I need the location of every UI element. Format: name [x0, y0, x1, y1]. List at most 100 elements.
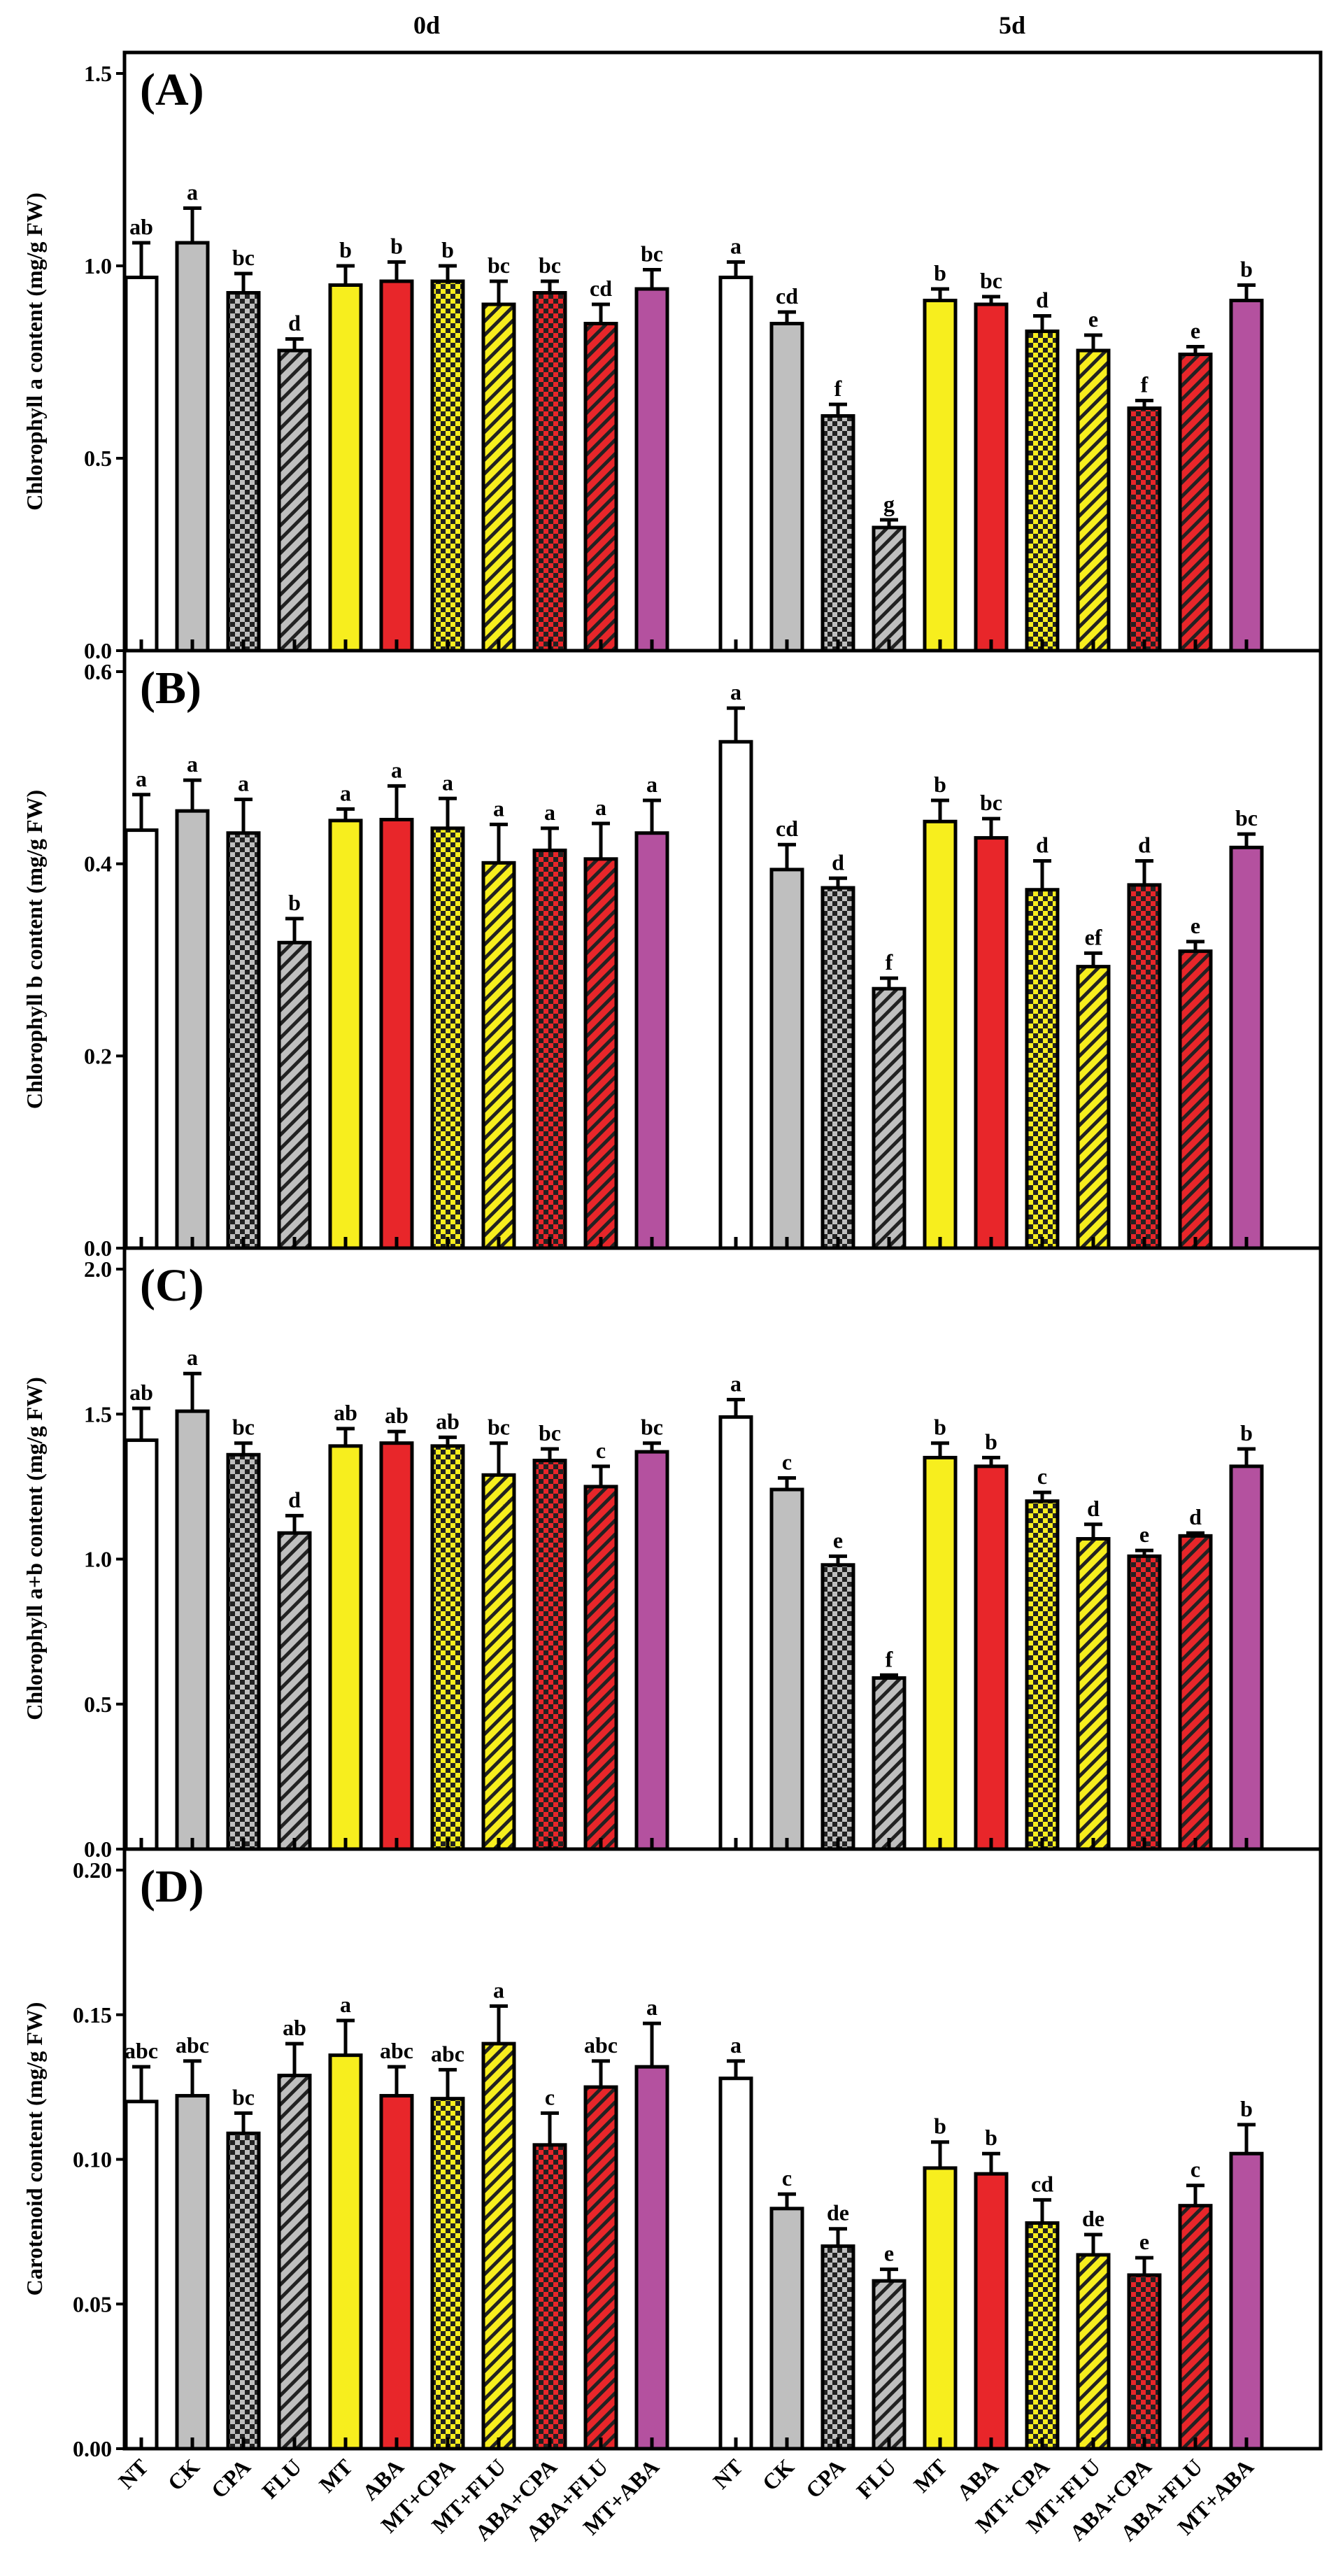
significance-letter: g	[883, 491, 895, 516]
significance-letter: c	[545, 2084, 555, 2109]
bar-FLU-5d	[872, 2279, 907, 2451]
significance-letter: b	[934, 772, 946, 797]
bar-ABA-0d	[379, 279, 414, 653]
bar-MT-0d	[328, 1444, 363, 1851]
bar-ABA-0d	[379, 1441, 414, 1851]
chart-panel-2: 0.0 0.2 0.4 0.6 Chlorophyll b content (mg/g …	[22, 649, 1323, 1261]
bar-ABA+CPA-0d	[532, 848, 567, 1250]
bar-MT+ABA-0d	[634, 2065, 669, 2451]
y-tick-label: 0.0	[84, 638, 112, 663]
panel-letter: (B)	[140, 663, 201, 714]
significance-letter: f	[886, 949, 893, 975]
bar-CPA-5d	[820, 414, 855, 653]
significance-letter: a	[136, 766, 147, 791]
bar-ABA+FLU-0d	[583, 2085, 618, 2451]
significance-letter: a	[340, 780, 351, 805]
bar-NT-5d	[718, 1415, 753, 1851]
significance-letter: a	[238, 771, 249, 796]
significance-letter: c	[1191, 2157, 1200, 2182]
bar-CK-0d	[175, 809, 210, 1250]
bar-CK-5d	[769, 1487, 804, 1851]
bar-MT+CPA-0d	[430, 2097, 465, 2451]
bar-CPA-0d	[226, 831, 261, 1250]
bar-ABA-5d	[974, 2172, 1009, 2451]
bar-MT+ABA-5d	[1229, 1464, 1264, 1851]
significance-letter: b	[390, 234, 403, 259]
significance-letter: abc	[176, 2032, 209, 2058]
significance-letter: e	[884, 2241, 894, 2266]
significance-letter: abc	[380, 2038, 413, 2063]
bar-MT+FLU-0d	[481, 302, 516, 653]
y-tick-label: 0.05	[73, 2291, 112, 2316]
y-tick-label: 0.20	[73, 1857, 112, 1883]
significance-letter: b	[288, 890, 301, 915]
significance-letter: d	[832, 849, 844, 875]
significance-letter: a	[391, 757, 402, 782]
x-category-label: MT	[314, 2454, 357, 2497]
bar-ABA-5d	[974, 302, 1009, 653]
significance-letter: c	[782, 2165, 792, 2191]
panel-letter: (D)	[140, 1861, 204, 1912]
significance-letter: f	[1141, 372, 1149, 397]
x-category-label: FLU	[851, 2454, 901, 2503]
significance-letter: bc	[539, 253, 561, 278]
y-tick-label: 1.0	[84, 253, 112, 278]
bar-CK-5d	[769, 2207, 804, 2451]
bar-MT+CPA-5d	[1025, 2221, 1060, 2451]
bar-FLU-5d	[872, 986, 907, 1250]
bar-CPA-5d	[820, 886, 855, 1250]
y-tick-label: 1.5	[84, 1401, 112, 1427]
significance-letter: d	[1036, 833, 1049, 858]
significance-letter: a	[340, 1992, 351, 2017]
y-tick-label: 2.0	[84, 1257, 112, 1282]
y-axis-label: Carotenoid content (mg/g FW)	[22, 2002, 47, 2296]
significance-letter: cd	[590, 276, 612, 301]
chart-panel-3: 0.0 0.5 1.0 1.5 2.0 Chlorophyll a+b content (…	[22, 1246, 1323, 1862]
significance-letter: b	[934, 2114, 946, 2139]
significance-letter: bc	[488, 253, 510, 278]
bar-MT+ABA-0d	[634, 831, 669, 1250]
bar-NT-0d	[124, 2100, 159, 2451]
bar-ABA+CPA-5d	[1127, 2273, 1162, 2451]
bar-FLU-0d	[277, 2074, 312, 2451]
group-label-0d: 0d	[413, 11, 440, 39]
significance-letter: ab	[334, 1400, 357, 1425]
bar-ABA-5d	[974, 836, 1009, 1250]
significance-letter: c	[1037, 1464, 1047, 1489]
bar-MT+ABA-0d	[634, 1450, 669, 1851]
bar-MT+ABA-0d	[634, 287, 669, 653]
significance-letter: a	[730, 679, 741, 705]
bar-MT+FLU-0d	[481, 1473, 516, 1851]
significance-letter: b	[1240, 2096, 1253, 2121]
bar-CPA-5d	[820, 2244, 855, 2451]
significance-letter: d	[288, 1487, 301, 1512]
bar-ABA+FLU-5d	[1178, 1534, 1213, 1851]
significance-letter: a	[646, 772, 658, 797]
chart-panel-4: 0.00 0.05 0.10 0.15 0.20 Carotenoid content (…	[22, 1847, 1323, 2461]
y-axis-label: Chlorophyll b content (mg/g FW)	[22, 790, 47, 1109]
bar-MT-0d	[328, 819, 363, 1250]
significance-letter: ab	[436, 1408, 460, 1434]
significance-letter: a	[187, 751, 198, 777]
significance-letter: bc	[641, 1415, 663, 1440]
y-tick-label: 0.4	[84, 851, 112, 877]
significance-letter: d	[1138, 833, 1151, 858]
significance-letter: d	[1189, 1504, 1202, 1529]
significance-letter: e	[1088, 306, 1098, 332]
significance-letter: bc	[1235, 805, 1258, 830]
y-tick-label: 0.5	[84, 1692, 112, 1717]
significance-letter: bc	[232, 245, 255, 270]
bar-ABA+CPA-5d	[1127, 1554, 1162, 1851]
significance-letter: d	[1087, 1496, 1100, 1521]
bar-FLU-5d	[872, 525, 907, 653]
y-tick-label: 0.00	[73, 2436, 112, 2461]
bar-MT+CPA-0d	[430, 1444, 465, 1851]
bar-MT+FLU-0d	[481, 861, 516, 1250]
bar-FLU-5d	[872, 1676, 907, 1851]
bar-MT+CPA-5d	[1025, 888, 1060, 1250]
bar-ABA+CPA-5d	[1127, 883, 1162, 1250]
group-label-5d: 5d	[999, 11, 1025, 39]
y-tick-label: 1.5	[84, 61, 112, 86]
significance-letter: de	[1082, 2206, 1104, 2231]
